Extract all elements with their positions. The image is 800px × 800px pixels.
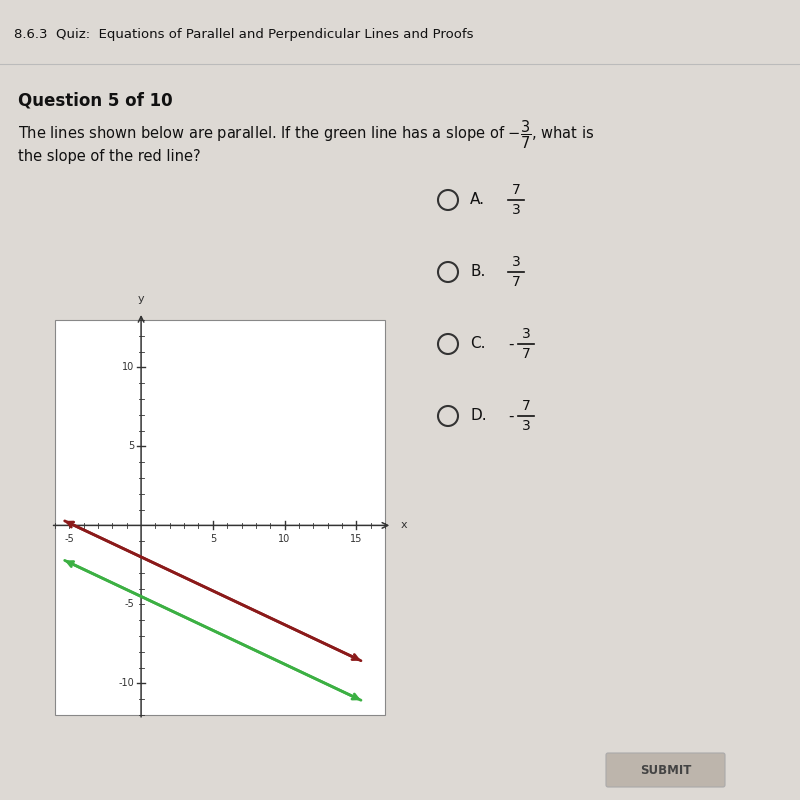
Text: SUBMIT: SUBMIT	[640, 763, 691, 777]
Text: 7: 7	[522, 399, 530, 413]
Text: 7: 7	[512, 183, 520, 197]
Text: 8.6.3  Quiz:  Equations of Parallel and Perpendicular Lines and Proofs: 8.6.3 Quiz: Equations of Parallel and Pe…	[14, 28, 474, 42]
FancyBboxPatch shape	[606, 753, 725, 787]
Text: 15: 15	[350, 534, 362, 544]
Text: -: -	[508, 337, 514, 351]
Text: The lines shown below are parallel. If the green line has a slope of $-\dfrac{3}: The lines shown below are parallel. If t…	[18, 118, 594, 151]
Text: C.: C.	[470, 337, 486, 351]
Text: 10: 10	[122, 362, 134, 372]
Text: y: y	[138, 294, 144, 304]
Text: B.: B.	[470, 265, 486, 279]
Text: 5: 5	[128, 442, 134, 451]
Text: 3: 3	[512, 203, 520, 217]
Text: 3: 3	[522, 419, 530, 433]
Text: 10: 10	[278, 534, 290, 544]
Text: -5: -5	[124, 599, 134, 610]
Text: 7: 7	[522, 347, 530, 361]
Text: -10: -10	[118, 678, 134, 688]
Text: 7: 7	[512, 275, 520, 289]
Text: -5: -5	[65, 534, 74, 544]
Text: the slope of the red line?: the slope of the red line?	[18, 150, 201, 165]
Text: 3: 3	[512, 255, 520, 269]
Text: 5: 5	[210, 534, 216, 544]
Bar	[55, 320, 385, 715]
Text: x: x	[400, 520, 406, 530]
Text: 3: 3	[522, 327, 530, 341]
Text: D.: D.	[470, 409, 486, 423]
Text: Question 5 of 10: Question 5 of 10	[18, 91, 173, 109]
Text: -: -	[508, 409, 514, 423]
Text: A.: A.	[470, 193, 485, 207]
